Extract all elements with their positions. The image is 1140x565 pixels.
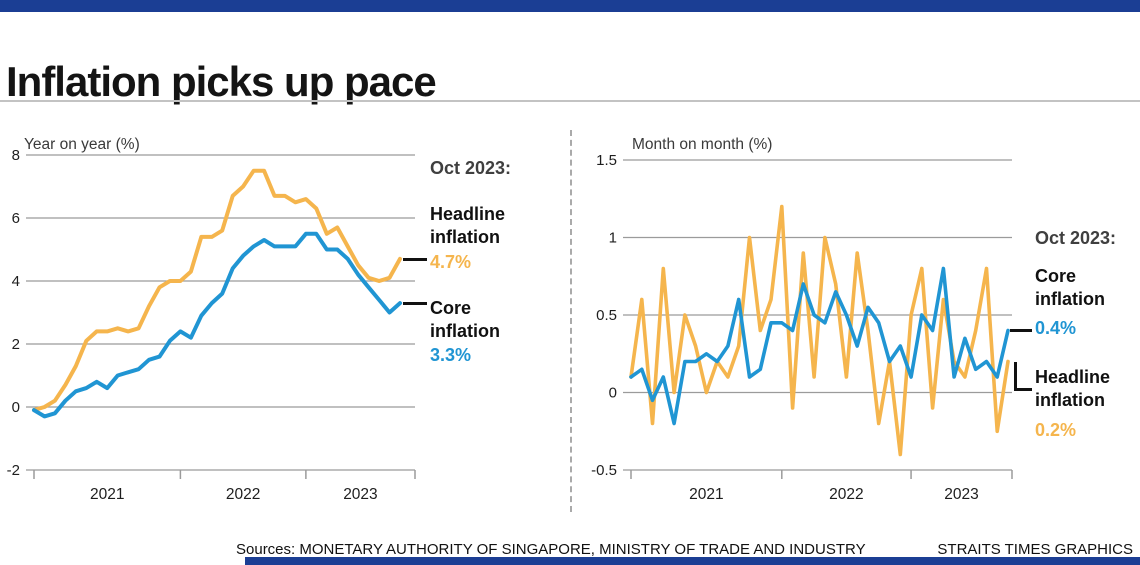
- core-inflation-line: [629, 266, 1010, 426]
- mom-headline-connector-elbow-horizontal: [1014, 388, 1032, 391]
- y-tick-label: -2: [7, 462, 20, 479]
- mom-annotation-heading: Oct 2023:: [1035, 228, 1117, 248]
- y-tick-label: 4: [12, 273, 20, 290]
- y-tick-label: 8: [12, 147, 20, 164]
- y-tick-label: 0.5: [596, 307, 617, 324]
- mom-core-connector-line: [1010, 329, 1032, 332]
- x-year-label: 2023: [343, 486, 377, 503]
- core-inflation-line: [32, 231, 402, 419]
- y-tick-label: 6: [12, 210, 20, 227]
- x-year-label: 2022: [829, 486, 863, 503]
- y-tick-label: 2: [12, 336, 20, 353]
- top-masthead-bar: [0, 0, 1140, 12]
- x-year-label: 2021: [689, 486, 723, 503]
- mom-axis-label: Month on month (%): [632, 136, 773, 153]
- x-year-label: 2021: [90, 486, 124, 503]
- mom-core-value: 0.4%: [1035, 318, 1077, 338]
- y-tick-label: 0: [609, 385, 617, 402]
- yoy-core-value: 3.3%: [430, 345, 472, 365]
- x-year-label: 2023: [944, 486, 978, 503]
- mom-headline-connector-elbow-vertical: [1014, 362, 1017, 390]
- bottom-masthead-bar: [245, 557, 1140, 565]
- yoy-core-connector-line: [403, 302, 427, 305]
- yoy-annotation-heading: Oct 2023:: [430, 158, 512, 178]
- yoy-headline-label: Headline inflation: [430, 204, 506, 247]
- mom-headline-label: Headline inflation: [1035, 367, 1111, 410]
- panel-divider-dashed: [570, 130, 572, 512]
- y-tick-label: -0.5: [591, 462, 617, 479]
- yoy-headline-value: 4.7%: [430, 252, 472, 272]
- x-year-label: 2022: [226, 486, 260, 503]
- headline-inflation-line: [629, 204, 1010, 457]
- title-divider: [0, 100, 1140, 102]
- mom-core-label: Core inflation: [1035, 266, 1105, 309]
- headline-inflation-line: [32, 168, 402, 413]
- mom-chart-canvas: 1.5 1 0.5 0 -0.5 2021 2022 2023: [591, 152, 1013, 503]
- yoy-core-label: Core inflation: [430, 298, 500, 341]
- yoy-headline-connector-line: [403, 258, 427, 261]
- y-tick-label: 1.5: [596, 152, 617, 169]
- mom-headline-value: 0.2%: [1035, 420, 1077, 440]
- page-title: Inflation picks up pace: [6, 58, 437, 106]
- graphics-credit-text: STRAITS TIMES GRAPHICS: [937, 541, 1133, 558]
- yoy-chart-canvas: 8 6 4 2 0 -2 2021 2022 2023: [7, 147, 416, 503]
- sources-text: Sources: MONETARY AUTHORITY OF SINGAPORE…: [236, 541, 866, 558]
- yoy-axis-label: Year on year (%): [24, 136, 140, 153]
- y-tick-label: 1: [609, 230, 617, 247]
- y-tick-label: 0: [12, 399, 20, 416]
